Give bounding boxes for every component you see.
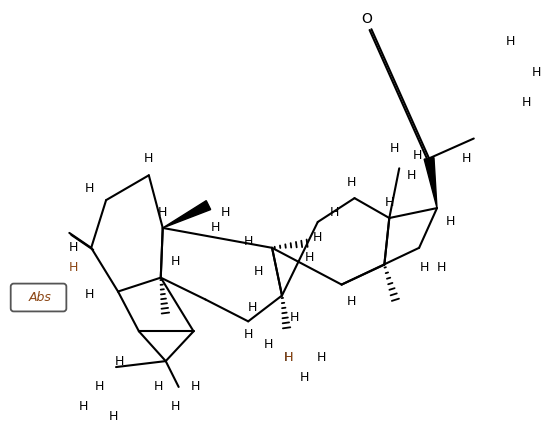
Text: H: H (317, 351, 326, 363)
Text: H: H (305, 251, 315, 264)
Text: H: H (413, 149, 422, 162)
Text: H: H (69, 241, 78, 254)
Text: H: H (84, 288, 94, 301)
Text: Abs: Abs (29, 291, 52, 304)
Text: H: H (244, 328, 253, 341)
Text: H: H (84, 182, 94, 195)
Polygon shape (163, 201, 211, 228)
Text: H: H (171, 400, 181, 413)
Text: H: H (94, 381, 104, 393)
Text: H: H (248, 301, 257, 314)
Text: H: H (313, 231, 323, 244)
Text: H: H (283, 351, 292, 363)
Text: H: H (347, 295, 356, 308)
Text: H: H (290, 311, 300, 324)
Text: H: H (347, 176, 356, 189)
Text: H: H (191, 381, 200, 393)
Text: H: H (532, 66, 541, 80)
Text: H: H (406, 169, 416, 182)
Text: H: H (263, 338, 273, 351)
Text: H: H (79, 400, 88, 413)
Text: H: H (506, 35, 515, 48)
Text: H: H (221, 205, 230, 219)
Text: H: H (436, 261, 446, 274)
Text: H: H (330, 205, 339, 219)
Text: H: H (390, 142, 399, 155)
Text: H: H (300, 370, 310, 384)
Text: H: H (419, 261, 429, 274)
Text: H: H (522, 96, 531, 109)
Text: H: H (158, 205, 168, 219)
Text: H: H (283, 351, 292, 363)
Text: H: H (154, 381, 163, 393)
Text: H: H (462, 152, 471, 165)
Text: O: O (361, 12, 372, 26)
Text: H: H (253, 265, 263, 278)
Polygon shape (424, 158, 437, 208)
Text: H: H (115, 355, 124, 367)
Text: H: H (108, 410, 118, 423)
Text: H: H (171, 255, 181, 268)
Text: H: H (69, 261, 78, 274)
Text: H: H (446, 216, 456, 228)
Text: H: H (144, 152, 154, 165)
Text: H: H (244, 235, 253, 248)
Text: H: H (211, 221, 220, 235)
FancyBboxPatch shape (11, 284, 67, 312)
Text: H: H (385, 196, 394, 209)
